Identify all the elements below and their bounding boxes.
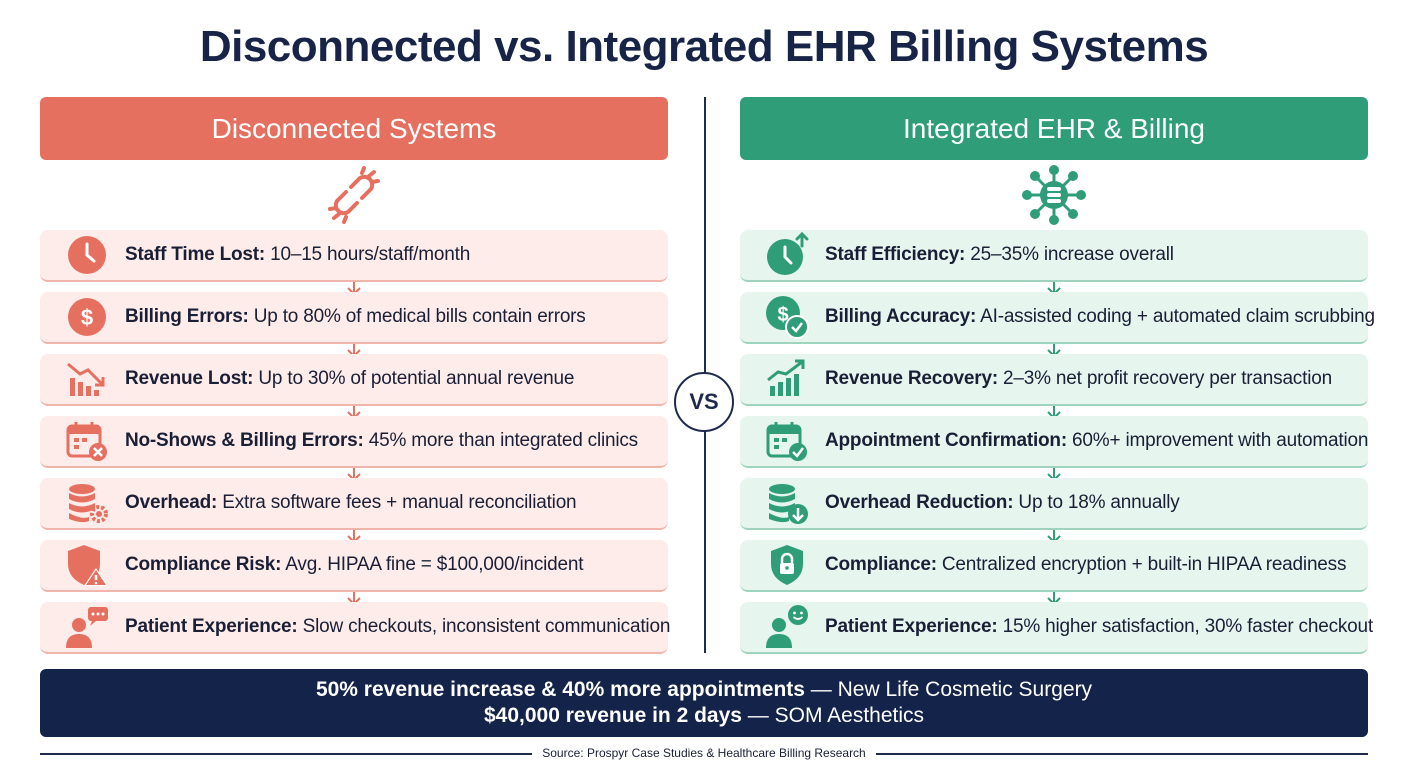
row-value: 10–15 hours/staff/month — [265, 244, 471, 265]
disconnected-column: Disconnected Systems Staff Time Lost: 10… — [40, 97, 670, 654]
row-value: Centralized encryption + built-in HIPAA … — [936, 554, 1347, 575]
clock-up-icon — [764, 232, 810, 278]
left-row: Revenue Lost: Up to 30% of potential ann… — [40, 354, 668, 406]
svg-text:$: $ — [777, 304, 788, 326]
source-text: Source: Prospyr Case Studies & Healthcar… — [532, 746, 876, 760]
right-row: Overhead Reduction: Up to 18% annually — [740, 478, 1368, 530]
results-banner: 50% revenue increase & 40% more appointm… — [40, 669, 1368, 737]
row-text: Revenue Recovery: 2–3% net profit recove… — [825, 368, 1332, 390]
network-hub-icon — [740, 160, 1368, 230]
row-value: 15% higher satisfaction, 30% faster chec… — [997, 616, 1374, 637]
row-value: Extra software fees + manual reconciliat… — [217, 492, 577, 513]
integrated-header: Integrated EHR & Billing — [740, 97, 1368, 160]
banner-line-2: $40,000 revenue in 2 days — SOM Aestheti… — [40, 703, 1368, 729]
right-row: Staff Efficiency: 25–35% increase overal… — [740, 230, 1368, 282]
row-text: Revenue Lost: Up to 30% of potential ann… — [125, 368, 574, 390]
row-label: Billing Errors: — [125, 306, 249, 327]
row-value: Up to 30% of potential annual revenue — [253, 368, 575, 389]
row-label: Revenue Recovery: — [825, 368, 998, 389]
row-label: Revenue Lost: — [125, 368, 254, 389]
right-row: Revenue Recovery: 2–3% net profit recove… — [740, 354, 1368, 406]
row-label: Overhead: — [125, 492, 218, 513]
left-row: Staff Time Lost: 10–15 hours/staff/month — [40, 230, 668, 282]
row-text: Overhead Reduction: Up to 18% annually — [825, 492, 1180, 514]
database-gear-icon — [64, 480, 110, 526]
calendar-check-icon — [764, 418, 810, 464]
declining-chart-icon — [64, 356, 110, 402]
clock-icon — [64, 232, 110, 278]
disconnected-header: Disconnected Systems — [40, 97, 668, 160]
row-text: Staff Efficiency: 25–35% increase overal… — [825, 244, 1174, 266]
banner-line-2-rest: — SOM Aesthetics — [741, 704, 925, 727]
row-text: No-Shows & Billing Errors: 45% more than… — [125, 430, 638, 452]
row-text: Compliance Risk: Avg. HIPAA fine = $100,… — [125, 554, 584, 576]
row-value: AI-assisted coding + automated claim scr… — [976, 306, 1375, 327]
row-text: Overhead: Extra software fees + manual r… — [125, 492, 577, 514]
vs-badge: VS — [674, 372, 734, 432]
right-row: Appointment Confirmation: 60%+ improveme… — [740, 416, 1368, 468]
dollar-icon: $ — [64, 294, 110, 340]
source-footer: Source: Prospyr Case Studies & Healthcar… — [40, 744, 1368, 762]
left-row: No-Shows & Billing Errors: 45% more than… — [40, 416, 668, 468]
row-label: Staff Efficiency: — [825, 244, 966, 265]
row-text: Appointment Confirmation: 60%+ improveme… — [825, 430, 1368, 452]
right-row: Compliance: Centralized encryption + bui… — [740, 540, 1368, 592]
row-label: Compliance: — [825, 554, 937, 575]
rising-chart-icon — [764, 356, 810, 402]
left-row: Patient Experience: Slow checkouts, inco… — [40, 602, 670, 654]
person-chat-icon — [64, 604, 110, 650]
row-text: Compliance: Centralized encryption + bui… — [825, 554, 1346, 576]
dollar-check-icon: $ — [764, 294, 810, 340]
shield-lock-icon — [764, 542, 810, 588]
banner-line-2-bold: $40,000 revenue in 2 days — [483, 704, 742, 727]
row-label: No-Shows & Billing Errors: — [125, 430, 364, 451]
left-row: $ Billing Errors: Up to 80% of medical bi… — [40, 292, 668, 344]
banner-line-1-bold: 50% revenue increase & 40% more appointm… — [315, 678, 805, 701]
row-value: 2–3% net profit recovery per transaction — [997, 368, 1332, 389]
row-value: 25–35% increase overall — [965, 244, 1174, 265]
row-value: Avg. HIPAA fine = $100,000/incident — [281, 554, 584, 575]
svg-text:$: $ — [81, 305, 93, 330]
calendar-x-icon — [64, 418, 110, 464]
integrated-column: Integrated EHR & Billing Staff E — [740, 97, 1375, 654]
row-text: Staff Time Lost: 10–15 hours/staff/month — [125, 244, 470, 266]
row-text: Billing Accuracy: AI-assisted coding + a… — [825, 306, 1375, 328]
right-row: Patient Experience: 15% higher satisfact… — [740, 602, 1373, 654]
row-text: Patient Experience: 15% higher satisfact… — [825, 616, 1373, 638]
left-row: Compliance Risk: Avg. HIPAA fine = $100,… — [40, 540, 668, 592]
row-label: Patient Experience: — [825, 616, 998, 637]
banner-line-1: 50% revenue increase & 40% more appointm… — [40, 677, 1368, 703]
row-label: Staff Time Lost: — [125, 244, 266, 265]
row-text: Billing Errors: Up to 80% of medical bil… — [125, 306, 586, 328]
banner-line-1-rest: — New Life Cosmetic Surgery — [804, 678, 1093, 701]
row-value: Up to 80% of medical bills contain error… — [248, 306, 586, 327]
row-label: Billing Accuracy: — [825, 306, 977, 327]
person-happy-icon — [764, 604, 810, 650]
database-down-icon — [764, 480, 810, 526]
left-row: Overhead: Extra software fees + manual r… — [40, 478, 668, 530]
row-label: Patient Experience: — [125, 616, 298, 637]
row-value: 60%+ improvement with automation — [1066, 430, 1369, 451]
shield-warning-icon — [64, 542, 110, 588]
row-value: Up to 18% annually — [1013, 492, 1180, 513]
row-value: Slow checkouts, inconsistent communicati… — [297, 616, 671, 637]
broken-link-icon — [40, 160, 668, 230]
row-label: Overhead Reduction: — [825, 492, 1014, 513]
row-label: Appointment Confirmation: — [825, 430, 1067, 451]
row-text: Patient Experience: Slow checkouts, inco… — [125, 616, 670, 638]
row-value: 45% more than integrated clinics — [363, 430, 638, 451]
row-label: Compliance Risk: — [125, 554, 282, 575]
page-title: Disconnected vs. Integrated EHR Billing … — [199, 22, 1209, 71]
right-row: $ Billing Accuracy: AI-assisted coding + … — [740, 292, 1375, 344]
